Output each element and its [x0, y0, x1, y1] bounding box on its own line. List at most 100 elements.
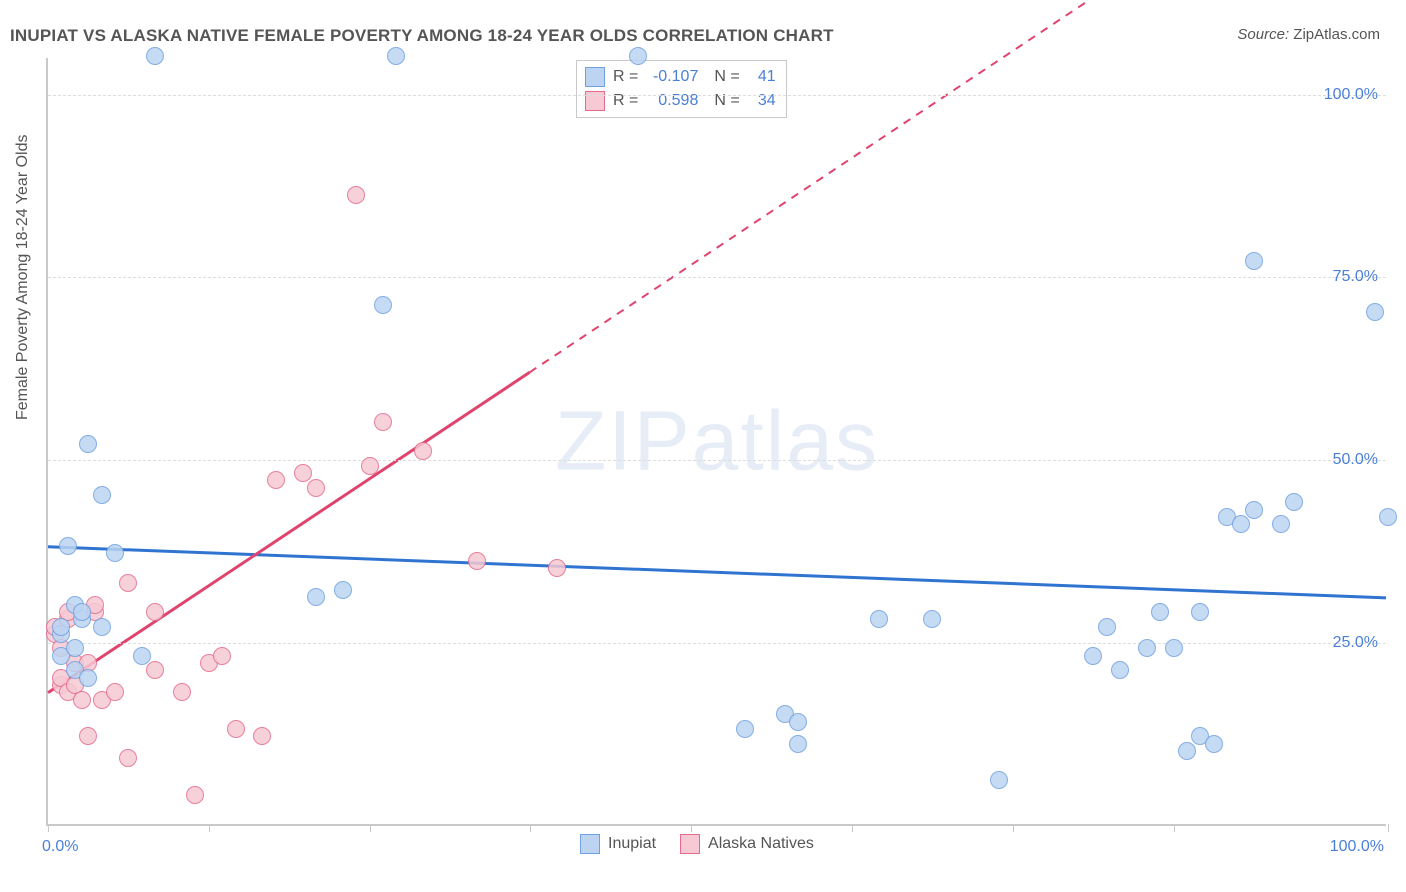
data-point: [374, 296, 392, 314]
data-point: [548, 559, 566, 577]
data-point: [119, 749, 137, 767]
data-point: [990, 771, 1008, 789]
data-point: [414, 442, 432, 460]
data-point: [73, 603, 91, 621]
x-tick-mark: [691, 824, 692, 832]
stat-r-label: R =: [613, 89, 638, 113]
data-point: [79, 435, 97, 453]
bottom-legend: Inupiat Alaska Natives: [580, 834, 814, 854]
data-point: [307, 588, 325, 606]
stats-row-alaska: R = 0.598 N = 34: [585, 89, 776, 113]
gridline-h: [48, 95, 1386, 96]
data-point: [79, 727, 97, 745]
swatch-inupiat: [580, 834, 600, 854]
data-point: [1285, 493, 1303, 511]
y-tick-label: 100.0%: [1324, 86, 1378, 104]
stat-r-label: R =: [613, 65, 638, 89]
data-point: [789, 713, 807, 731]
stats-legend: R = -0.107 N = 41 R = 0.598 N = 34: [576, 60, 787, 118]
stat-r-value-alaska: 0.598: [646, 89, 698, 113]
plot-area: ZIPatlas R = -0.107 N = 41 R = 0.598 N =…: [46, 58, 1386, 826]
data-point: [1379, 508, 1397, 526]
data-point: [106, 683, 124, 701]
data-point: [133, 647, 151, 665]
data-point: [736, 720, 754, 738]
data-point: [146, 603, 164, 621]
x-tick-mark: [1013, 824, 1014, 832]
legend-label-alaska: Alaska Natives: [708, 835, 814, 853]
x-tick-end: 100.0%: [1330, 838, 1384, 856]
data-point: [1111, 661, 1129, 679]
chart-title: INUPIAT VS ALASKA NATIVE FEMALE POVERTY …: [10, 26, 834, 46]
x-tick-mark: [1174, 824, 1175, 832]
data-point: [347, 186, 365, 204]
data-point: [59, 537, 77, 555]
data-point: [1232, 515, 1250, 533]
source-label: Source:: [1237, 26, 1289, 43]
data-point: [1178, 742, 1196, 760]
data-point: [1084, 647, 1102, 665]
legend-label-inupiat: Inupiat: [608, 835, 656, 853]
data-point: [1151, 603, 1169, 621]
data-point: [253, 727, 271, 745]
x-tick-mark: [530, 824, 531, 832]
data-point: [387, 47, 405, 65]
data-point: [93, 486, 111, 504]
gridline-h: [48, 277, 1386, 278]
data-point: [173, 683, 191, 701]
x-tick-mark: [1388, 824, 1389, 832]
gridline-h: [48, 643, 1386, 644]
data-point: [361, 457, 379, 475]
stat-r-value-inupiat: -0.107: [646, 65, 698, 89]
data-point: [1366, 303, 1384, 321]
legend-item-alaska: Alaska Natives: [680, 834, 814, 854]
data-point: [146, 47, 164, 65]
data-point: [52, 618, 70, 636]
data-point: [468, 552, 486, 570]
x-tick-mark: [852, 824, 853, 832]
stat-n-value-inupiat: 41: [748, 65, 776, 89]
data-point: [1245, 252, 1263, 270]
data-point: [73, 691, 91, 709]
data-point: [1205, 735, 1223, 753]
data-point: [374, 413, 392, 431]
stat-n-label: N =: [714, 89, 739, 113]
x-tick-mark: [370, 824, 371, 832]
data-point: [66, 639, 84, 657]
stat-n-value-alaska: 34: [748, 89, 776, 113]
data-point: [1165, 639, 1183, 657]
y-tick-label: 25.0%: [1333, 634, 1378, 652]
data-point: [1272, 515, 1290, 533]
source-credit: Source: ZipAtlas.com: [1237, 26, 1380, 43]
data-point: [267, 471, 285, 489]
data-point: [334, 581, 352, 599]
stat-n-label: N =: [714, 65, 739, 89]
data-point: [79, 669, 97, 687]
data-point: [1138, 639, 1156, 657]
data-point: [923, 610, 941, 628]
x-tick-mark: [209, 824, 210, 832]
data-point: [629, 47, 647, 65]
gridline-h: [48, 460, 1386, 461]
data-point: [1245, 501, 1263, 519]
y-axis-label: Female Poverty Among 18-24 Year Olds: [14, 135, 32, 421]
data-point: [307, 479, 325, 497]
data-point: [870, 610, 888, 628]
data-point: [106, 544, 124, 562]
data-point: [1191, 603, 1209, 621]
legend-item-inupiat: Inupiat: [580, 834, 656, 854]
data-point: [1098, 618, 1116, 636]
data-point: [93, 618, 111, 636]
y-tick-label: 50.0%: [1333, 451, 1378, 469]
data-point: [146, 661, 164, 679]
swatch-inupiat: [585, 67, 605, 87]
x-tick-mark: [48, 824, 49, 832]
swatch-alaska: [680, 834, 700, 854]
data-point: [119, 574, 137, 592]
data-point: [789, 735, 807, 753]
stats-row-inupiat: R = -0.107 N = 41: [585, 65, 776, 89]
y-tick-label: 75.0%: [1333, 268, 1378, 286]
data-point: [294, 464, 312, 482]
x-tick-start: 0.0%: [42, 838, 78, 856]
data-point: [186, 786, 204, 804]
